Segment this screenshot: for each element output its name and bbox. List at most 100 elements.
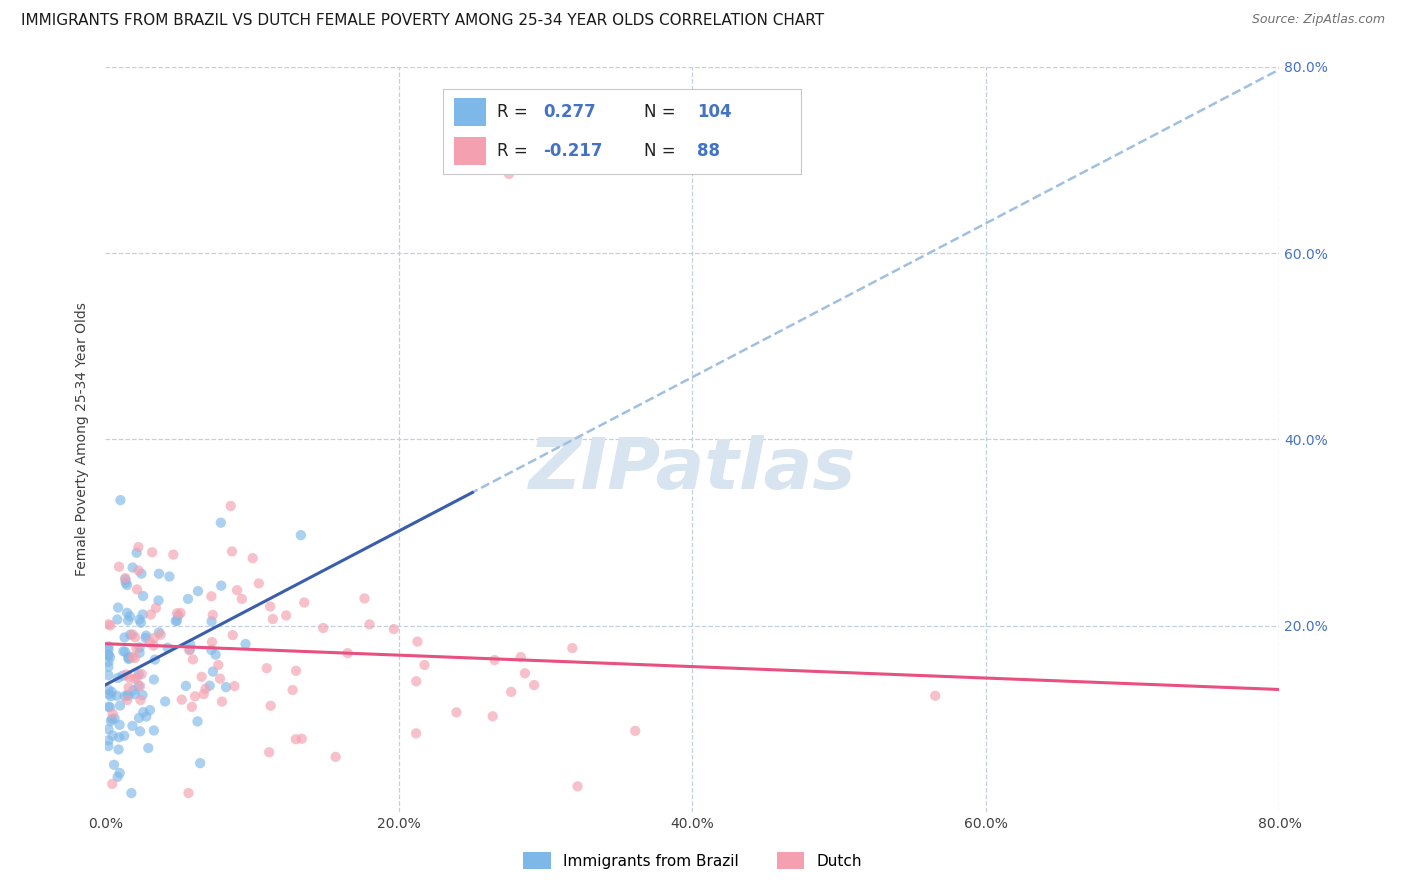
Point <box>114 571 136 585</box>
Point <box>135 631 157 645</box>
Point <box>201 635 224 649</box>
Point <box>132 705 155 719</box>
Point <box>131 667 153 681</box>
Point <box>98 618 121 632</box>
Point <box>142 723 165 738</box>
Point <box>117 693 139 707</box>
Point <box>104 711 127 725</box>
Point <box>513 666 536 681</box>
Point <box>128 711 150 725</box>
Bar <box>454 136 486 165</box>
Point <box>97 668 120 682</box>
Point <box>101 712 124 726</box>
Point <box>118 652 141 666</box>
Point <box>101 706 124 721</box>
Point <box>170 692 193 706</box>
Point <box>167 608 190 623</box>
Point <box>484 653 506 667</box>
Point <box>149 628 172 642</box>
Point <box>481 709 503 723</box>
Point <box>180 699 202 714</box>
Point <box>131 688 153 702</box>
Point <box>138 635 160 649</box>
Point <box>115 578 138 592</box>
Point <box>97 699 120 714</box>
Point <box>135 709 157 723</box>
Point <box>207 658 229 673</box>
Text: N =: N = <box>644 142 681 160</box>
Point <box>201 665 224 679</box>
Point <box>97 617 120 632</box>
Point <box>117 614 139 628</box>
Point <box>107 671 129 685</box>
Point <box>924 689 946 703</box>
Point <box>166 614 188 628</box>
Point <box>260 698 283 713</box>
Point <box>501 685 523 699</box>
Point <box>132 589 155 603</box>
Point <box>292 595 315 609</box>
Point <box>107 770 129 784</box>
Point <box>179 638 201 652</box>
Point <box>129 615 152 630</box>
Point <box>567 780 589 794</box>
Point <box>209 516 232 530</box>
Point <box>405 674 427 689</box>
Point <box>125 546 148 560</box>
Point <box>135 629 157 643</box>
Point <box>110 493 132 508</box>
Point <box>107 600 129 615</box>
Point <box>498 167 520 181</box>
Point <box>139 703 162 717</box>
Text: IMMIGRANTS FROM BRAZIL VS DUTCH FEMALE POVERTY AMONG 25-34 YEAR OLDS CORRELATION: IMMIGRANTS FROM BRAZIL VS DUTCH FEMALE P… <box>21 13 824 29</box>
Point <box>114 573 136 587</box>
Point <box>177 591 200 606</box>
Point <box>97 733 120 747</box>
Point <box>97 648 120 662</box>
Point <box>98 700 121 714</box>
Point <box>187 714 209 729</box>
Point <box>184 690 207 704</box>
Text: 88: 88 <box>697 142 720 160</box>
Point <box>194 681 217 696</box>
Point <box>97 659 120 673</box>
Point <box>115 606 138 620</box>
Point <box>108 731 131 745</box>
Bar <box>454 98 486 127</box>
Point <box>128 667 150 681</box>
Point <box>235 637 257 651</box>
Point <box>169 606 191 620</box>
Point <box>129 693 152 707</box>
Point <box>211 695 233 709</box>
Point <box>124 672 146 686</box>
Point <box>128 613 150 627</box>
Point <box>242 551 264 566</box>
Point <box>117 688 139 702</box>
Point <box>148 566 170 581</box>
Point <box>200 643 222 657</box>
Point <box>124 630 146 644</box>
Point <box>201 607 224 622</box>
Point <box>561 641 583 656</box>
Point <box>129 724 152 739</box>
Point <box>336 646 359 660</box>
Point <box>215 680 238 694</box>
Point <box>200 615 222 629</box>
Point <box>124 687 146 701</box>
Point <box>204 648 226 662</box>
Y-axis label: Female Poverty Among 25-34 Year Olds: Female Poverty Among 25-34 Year Olds <box>76 302 90 576</box>
Point <box>97 655 120 669</box>
Point <box>97 723 120 737</box>
Point <box>112 644 135 658</box>
Point <box>188 756 211 771</box>
Point <box>128 679 150 693</box>
Point <box>114 690 136 704</box>
Point <box>145 601 167 615</box>
Point <box>125 671 148 685</box>
Point <box>115 667 138 681</box>
Point <box>198 679 221 693</box>
Point <box>101 777 124 791</box>
Point <box>100 714 122 728</box>
Point <box>157 569 180 583</box>
Point <box>121 650 143 665</box>
